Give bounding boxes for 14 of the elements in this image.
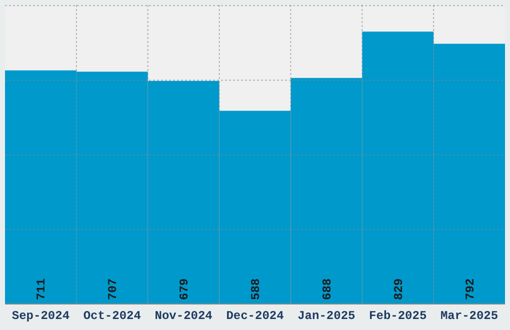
data-label: 688 [320,278,334,300]
data-label: 792 [463,278,478,300]
x-tick-label: Feb-2025 [369,309,427,323]
data-label: 707 [106,278,120,300]
x-tick-label: Mar-2025 [440,309,498,323]
x-tick-label: Nov-2024 [154,309,212,323]
data-label: 679 [178,278,192,300]
x-tick-label: Sep-2024 [12,309,70,323]
x-tick-label: Oct-2024 [83,309,141,323]
x-tick-label: Dec-2024 [226,309,284,323]
data-label: 711 [34,278,49,300]
data-label: 588 [249,278,263,300]
data-label: 829 [392,278,406,300]
x-tick-label: Jan-2025 [298,309,356,323]
